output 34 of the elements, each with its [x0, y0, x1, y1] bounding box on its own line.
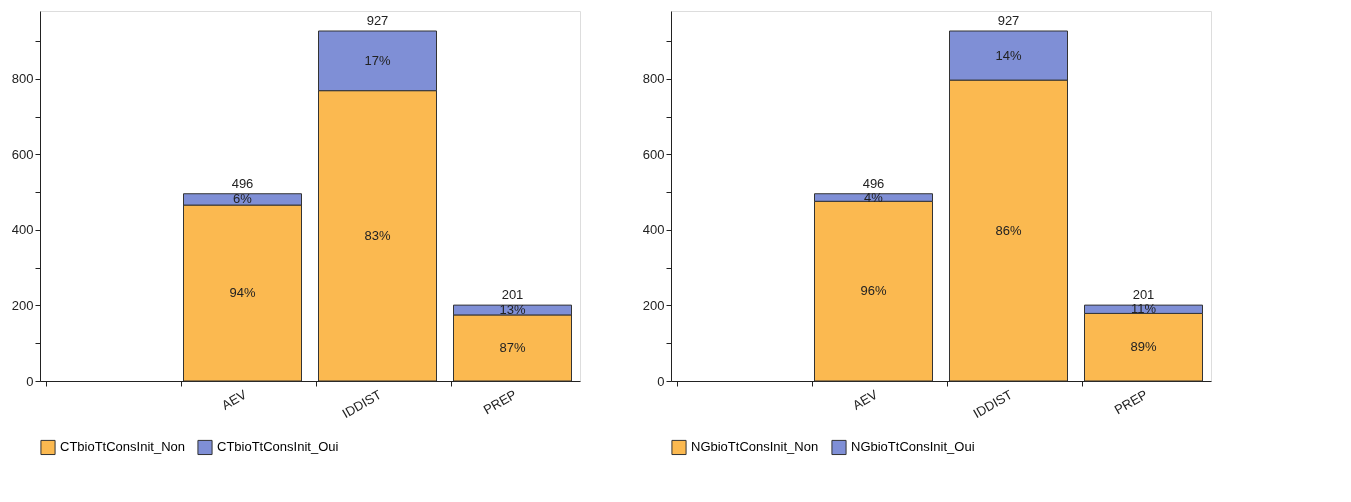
y-tick-label: 400 [11, 222, 34, 238]
annotation: 4% [864, 189, 884, 205]
legend-label: NGbioTtConsInit_Non [691, 439, 819, 455]
y-tick-label: 800 [11, 71, 34, 87]
annotation: 14% [995, 47, 1022, 63]
annotation: 96% [860, 283, 887, 299]
legend-label: NGbioTtConsInit_Oui [851, 439, 975, 455]
legend-label: CTbioTtConsInit_Non [60, 439, 185, 455]
y-tick-label: 600 [642, 146, 665, 162]
x-tick-label: AEV [849, 386, 881, 413]
annotation: 13% [499, 302, 526, 318]
total-label: 496 [231, 175, 254, 191]
total-label: 927 [997, 13, 1020, 29]
annotation: 11% [1130, 301, 1157, 317]
total-label: 201 [1132, 287, 1155, 303]
total-label: 496 [862, 175, 885, 191]
y-tick-label: 200 [642, 297, 665, 313]
x-tick-label: AEV [218, 386, 250, 413]
annotation: 89% [1130, 339, 1157, 355]
y-tick-label: 200 [11, 297, 34, 313]
legend-label: CTbioTtConsInit_Oui [217, 439, 339, 455]
y-tick-label: 0 [657, 373, 665, 389]
y-tick-label: 600 [11, 146, 34, 162]
annotation: 87% [499, 339, 526, 355]
annotation: 86% [995, 222, 1022, 238]
y-tick-label: 400 [642, 222, 665, 238]
total-label: 927 [366, 13, 389, 29]
annotation: 17% [364, 52, 391, 68]
annotation: 83% [364, 227, 391, 243]
y-tick-label: 0 [26, 373, 34, 389]
y-tick-label: 800 [642, 71, 665, 87]
total-label: 201 [501, 287, 524, 303]
annotation: 6% [233, 191, 253, 207]
annotation: 94% [229, 285, 256, 301]
